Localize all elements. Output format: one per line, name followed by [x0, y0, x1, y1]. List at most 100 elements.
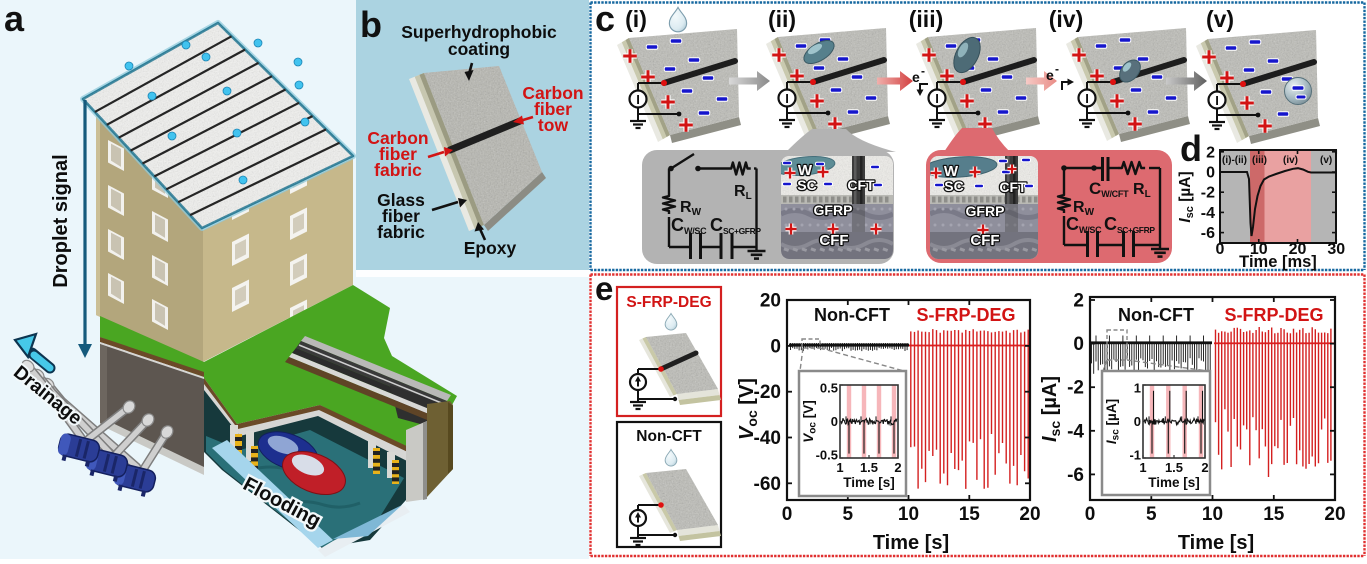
svg-text:20: 20 — [1324, 504, 1345, 525]
svg-text:1: 1 — [836, 460, 843, 475]
svg-text:2: 2 — [1073, 291, 1084, 312]
svg-text:20: 20 — [1019, 504, 1040, 525]
svg-text:CFT: CFT — [999, 179, 1027, 195]
svg-text:-2: -2 — [1201, 185, 1215, 202]
svg-text:Isc [µA]: Isc [µA] — [1039, 376, 1063, 442]
svg-text:S-FRP-DEG: S-FRP-DEG — [626, 294, 711, 311]
svg-text:(v): (v) — [1206, 6, 1234, 32]
svg-text:10: 10 — [1202, 504, 1223, 525]
svg-text:Carbon: Carbon — [522, 83, 583, 103]
svg-text:5: 5 — [1146, 504, 1157, 525]
svg-text:-4: -4 — [1067, 421, 1084, 442]
svg-text:c: c — [595, 0, 615, 39]
svg-text:-6: -6 — [1201, 225, 1215, 242]
svg-text:(i)-(ii): (i)-(ii) — [1222, 155, 1247, 166]
svg-text:5: 5 — [843, 504, 854, 525]
svg-text:(iii): (iii) — [1252, 155, 1267, 166]
svg-text:0.5: 0.5 — [820, 381, 838, 396]
svg-text:1: 1 — [1139, 460, 1146, 475]
svg-text:Time [s]: Time [s] — [1148, 475, 1200, 490]
svg-text:fiber: fiber — [379, 144, 417, 164]
svg-text:S-FRP-DEG: S-FRP-DEG — [1225, 305, 1324, 325]
svg-text:2: 2 — [894, 460, 901, 475]
svg-text:I: I — [1085, 91, 1089, 106]
svg-text:W: W — [798, 162, 813, 179]
svg-text:-: - — [921, 64, 925, 78]
svg-text:b: b — [360, 4, 382, 45]
svg-text:0: 0 — [1085, 504, 1096, 525]
svg-text:fiber: fiber — [534, 99, 572, 119]
svg-text:20: 20 — [760, 291, 781, 312]
svg-text:0: 0 — [1073, 334, 1084, 355]
svg-text:d: d — [1180, 128, 1202, 169]
svg-text:20: 20 — [1289, 241, 1307, 258]
svg-text:0: 0 — [782, 504, 793, 525]
svg-text:15: 15 — [1263, 504, 1285, 525]
svg-text:Time [s]: Time [s] — [1178, 532, 1254, 554]
svg-text:0: 0 — [1216, 241, 1225, 258]
svg-text:Non-CFT: Non-CFT — [1118, 305, 1194, 325]
svg-text:a: a — [4, 0, 25, 39]
svg-text:-0.5: -0.5 — [816, 448, 838, 463]
svg-text:(iii): (iii) — [909, 6, 944, 32]
svg-text:fabric: fabric — [374, 160, 422, 180]
svg-text:1.5: 1.5 — [860, 460, 878, 475]
svg-text:SC: SC — [797, 177, 816, 193]
svg-text:(iv): (iv) — [1049, 6, 1084, 32]
svg-text:10: 10 — [898, 504, 919, 525]
svg-text:(ii): (ii) — [768, 6, 796, 32]
svg-text:e: e — [912, 69, 920, 85]
svg-text:-60: -60 — [754, 474, 781, 495]
svg-text:fiber: fiber — [382, 206, 420, 226]
svg-text:Voc [V]: Voc [V] — [736, 378, 760, 440]
svg-text:Isc [µA]: Isc [µA] — [1177, 171, 1196, 222]
svg-text:e: e — [1046, 67, 1054, 83]
svg-text:-6: -6 — [1067, 465, 1084, 486]
svg-text:-2: -2 — [1067, 378, 1084, 399]
svg-text:Non-CFT: Non-CFT — [814, 305, 890, 325]
svg-text:Carbon: Carbon — [367, 128, 428, 148]
svg-text:Isc [µA]: Isc [µA] — [1104, 399, 1122, 444]
svg-text:(i): (i) — [625, 6, 647, 32]
svg-text:Superhydrophobic: Superhydrophobic — [401, 22, 557, 42]
svg-text:Glass: Glass — [377, 190, 425, 210]
svg-text:I: I — [1215, 93, 1219, 108]
svg-text:Droplet signal: Droplet signal — [50, 154, 72, 287]
svg-text:I: I — [935, 91, 939, 106]
svg-text:-: - — [1055, 62, 1059, 76]
svg-text:0: 0 — [831, 414, 838, 429]
svg-text:1: 1 — [1134, 381, 1141, 396]
svg-text:Time [s]: Time [s] — [843, 475, 895, 490]
svg-text:0: 0 — [770, 336, 781, 357]
svg-text:-20: -20 — [754, 382, 781, 403]
svg-text:Epoxy: Epoxy — [464, 238, 517, 258]
svg-text:-40: -40 — [754, 428, 781, 449]
svg-text:0: 0 — [1134, 414, 1141, 429]
svg-text:Time [ms]: Time [ms] — [1239, 253, 1317, 271]
svg-text:2: 2 — [1206, 144, 1215, 161]
svg-text:2: 2 — [1201, 460, 1208, 475]
svg-text:0: 0 — [1206, 165, 1215, 182]
svg-text:fabric: fabric — [377, 222, 425, 242]
svg-text:CFF: CFF — [970, 232, 999, 249]
svg-text:Non-CFT: Non-CFT — [636, 428, 702, 445]
svg-text:10: 10 — [1250, 241, 1268, 258]
svg-text:(v): (v) — [1320, 155, 1332, 166]
svg-text:GFRP: GFRP — [966, 203, 1005, 219]
svg-text:coating: coating — [448, 39, 510, 59]
svg-text:S-FRP-DEG: S-FRP-DEG — [917, 305, 1016, 325]
svg-text:Time [s]: Time [s] — [873, 532, 949, 554]
svg-text:1.5: 1.5 — [1165, 460, 1183, 475]
svg-text:GFRP: GFRP — [814, 202, 853, 218]
svg-text:e: e — [595, 270, 613, 307]
svg-text:W: W — [944, 163, 959, 180]
svg-text:-4: -4 — [1201, 205, 1215, 222]
svg-text:SC: SC — [944, 178, 963, 194]
svg-text:Voc [V]: Voc [V] — [801, 400, 819, 442]
svg-text:tow: tow — [538, 115, 569, 135]
svg-text:(iv): (iv) — [1283, 155, 1298, 166]
svg-text:CFF: CFF — [819, 232, 848, 249]
svg-text:30: 30 — [1327, 241, 1345, 258]
svg-text:I: I — [785, 91, 789, 106]
svg-text:CFT: CFT — [847, 177, 875, 193]
